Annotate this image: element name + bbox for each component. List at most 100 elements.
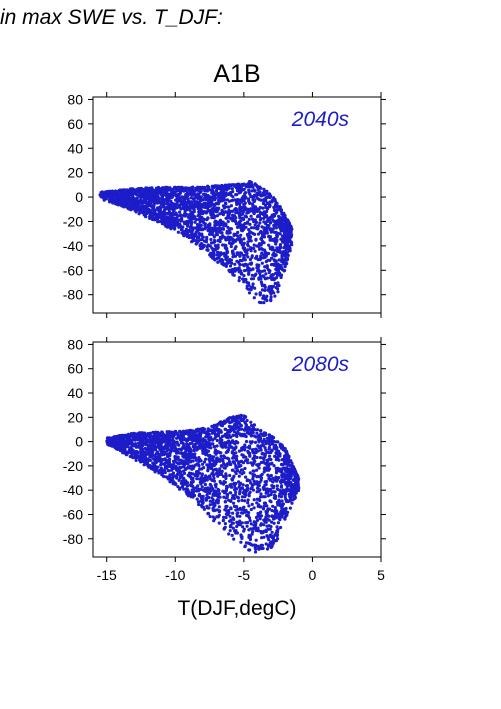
y-tick-label: 40 [67, 140, 83, 156]
data-point [250, 423, 254, 428]
data-point [276, 204, 280, 209]
data-point [272, 262, 276, 266]
data-point [220, 197, 224, 201]
data-point [239, 228, 243, 232]
data-point [237, 427, 242, 431]
data-point [234, 245, 238, 249]
data-point [227, 417, 231, 421]
data-point [258, 190, 262, 194]
data-point [227, 209, 232, 213]
data-point [241, 216, 245, 220]
data-point [288, 506, 292, 510]
data-point [283, 495, 287, 499]
data-point [257, 489, 261, 493]
data-point [156, 220, 160, 224]
data-point [162, 451, 166, 455]
data-point [277, 258, 281, 262]
data-point [194, 232, 198, 236]
data-point [182, 199, 186, 203]
data-point [189, 233, 193, 237]
data-point [264, 205, 268, 210]
data-point [276, 457, 280, 461]
data-point [211, 191, 215, 195]
data-point [207, 202, 211, 206]
data-point [213, 219, 217, 223]
data-point [218, 196, 222, 200]
data-point [281, 239, 285, 243]
data-point [253, 223, 257, 227]
data-point [251, 469, 255, 473]
data-point [254, 209, 258, 213]
data-point [224, 246, 228, 250]
data-point [273, 236, 278, 240]
data-point [249, 249, 253, 253]
data-point [245, 252, 249, 256]
data-point [249, 285, 253, 290]
data-point [140, 190, 144, 194]
data-point [259, 523, 263, 527]
data-point [179, 200, 183, 204]
data-point [264, 515, 268, 519]
data-point [244, 426, 248, 430]
data-point [190, 217, 194, 221]
data-point [215, 498, 219, 502]
data-point [251, 282, 255, 286]
data-point [238, 206, 242, 210]
data-point [236, 431, 240, 436]
data-point [125, 188, 129, 192]
data-point [199, 188, 203, 192]
data-point [158, 208, 162, 212]
data-point [164, 216, 168, 220]
data-point [231, 511, 235, 515]
data-point [242, 280, 246, 284]
data-point [217, 421, 221, 425]
data-point [227, 199, 231, 203]
data-point [196, 239, 200, 243]
data-point [202, 507, 206, 511]
data-point [240, 448, 244, 452]
data-point [283, 263, 287, 268]
data-point [258, 269, 262, 274]
data-point [267, 251, 271, 256]
data-point [145, 209, 149, 213]
data-point [169, 192, 173, 196]
data-point [261, 451, 265, 455]
data-point [169, 450, 173, 454]
data-point [241, 483, 245, 487]
data-point [176, 186, 180, 190]
data-point [264, 510, 268, 514]
data-point [265, 266, 269, 270]
data-point [201, 212, 205, 216]
data-point [199, 228, 203, 232]
data-point [263, 199, 267, 203]
data-point [254, 292, 258, 296]
data-point [271, 253, 275, 257]
data-point [205, 248, 209, 252]
data-point [226, 448, 230, 452]
data-point [134, 188, 138, 192]
data-point [171, 208, 175, 212]
data-point [200, 505, 204, 509]
data-point [189, 188, 193, 192]
data-point [247, 271, 251, 275]
data-point [195, 497, 199, 501]
data-point [271, 227, 275, 231]
data-point [166, 221, 170, 225]
data-point [264, 542, 268, 546]
y-tick-label: 0 [75, 189, 83, 205]
data-point [193, 215, 197, 219]
data-point [261, 239, 265, 244]
data-point [248, 454, 252, 458]
data-point [249, 194, 253, 199]
data-point [195, 477, 199, 481]
data-point [276, 515, 280, 519]
data-point [245, 232, 250, 237]
data-point [268, 228, 272, 232]
data-point [199, 242, 204, 246]
data-point [274, 286, 278, 290]
data-point [270, 520, 274, 524]
data-point [253, 543, 257, 547]
data-point [122, 193, 126, 197]
data-point [261, 546, 265, 551]
